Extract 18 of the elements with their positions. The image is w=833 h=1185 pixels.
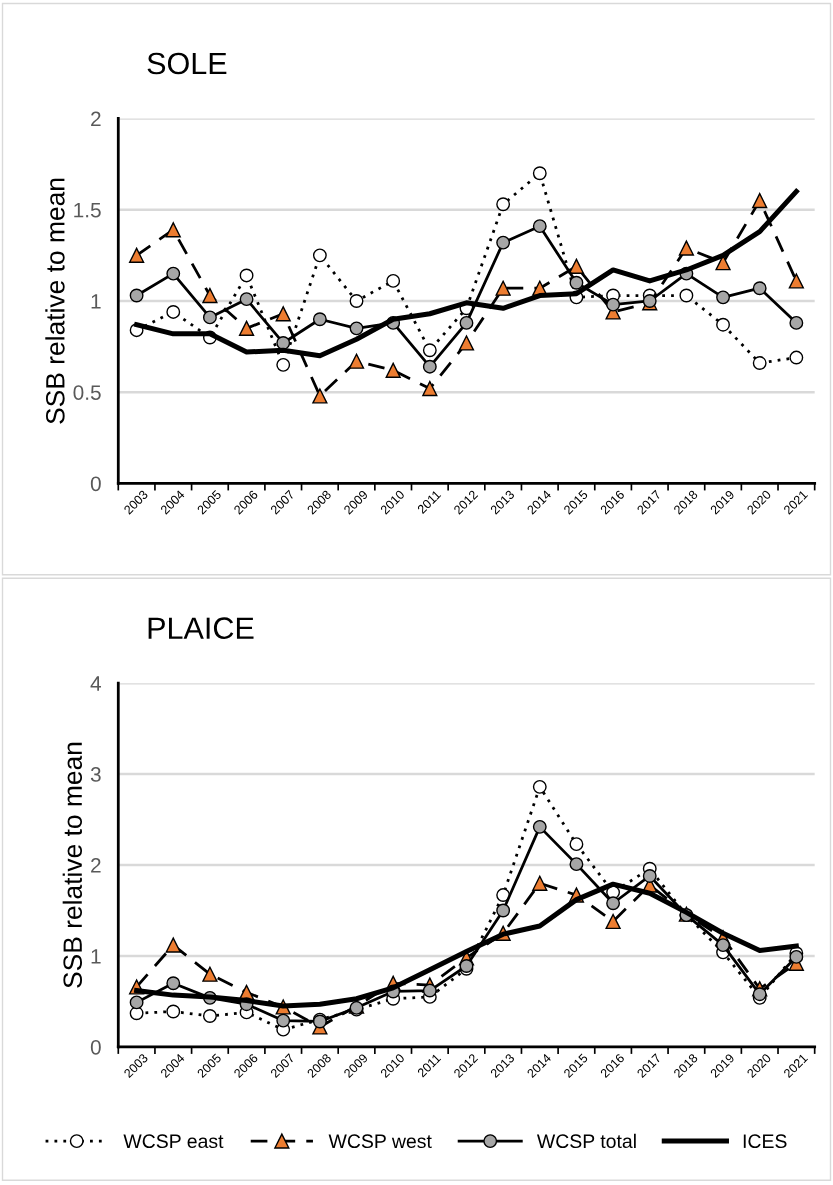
legend-label: WCSP west [328,1134,432,1149]
y-tick-label: 1 [91,294,101,309]
y-tick-label: 4 [90,676,102,691]
chart-title: SOLE [147,52,227,75]
y-tick-label: 1.5 [74,202,101,218]
y-axis-title: SSB relative to mean [45,178,65,424]
y-tick-label: 1 [91,949,101,964]
y-tick-label: 0 [90,1039,101,1055]
chart-title: PLAICE [148,617,254,640]
y-tick-label: 0.5 [73,385,101,400]
y-tick-label: 2 [91,111,101,127]
y-tick-label: 3 [90,767,101,782]
legend-label: WCSP east [123,1134,224,1149]
legend-label: WCSP total [536,1133,636,1149]
y-axis-title: SSB relative to mean [62,742,83,988]
legend-label: ICES [743,1134,787,1149]
y-tick-label: 0 [90,476,101,492]
y-tick-label: 2 [91,858,101,873]
